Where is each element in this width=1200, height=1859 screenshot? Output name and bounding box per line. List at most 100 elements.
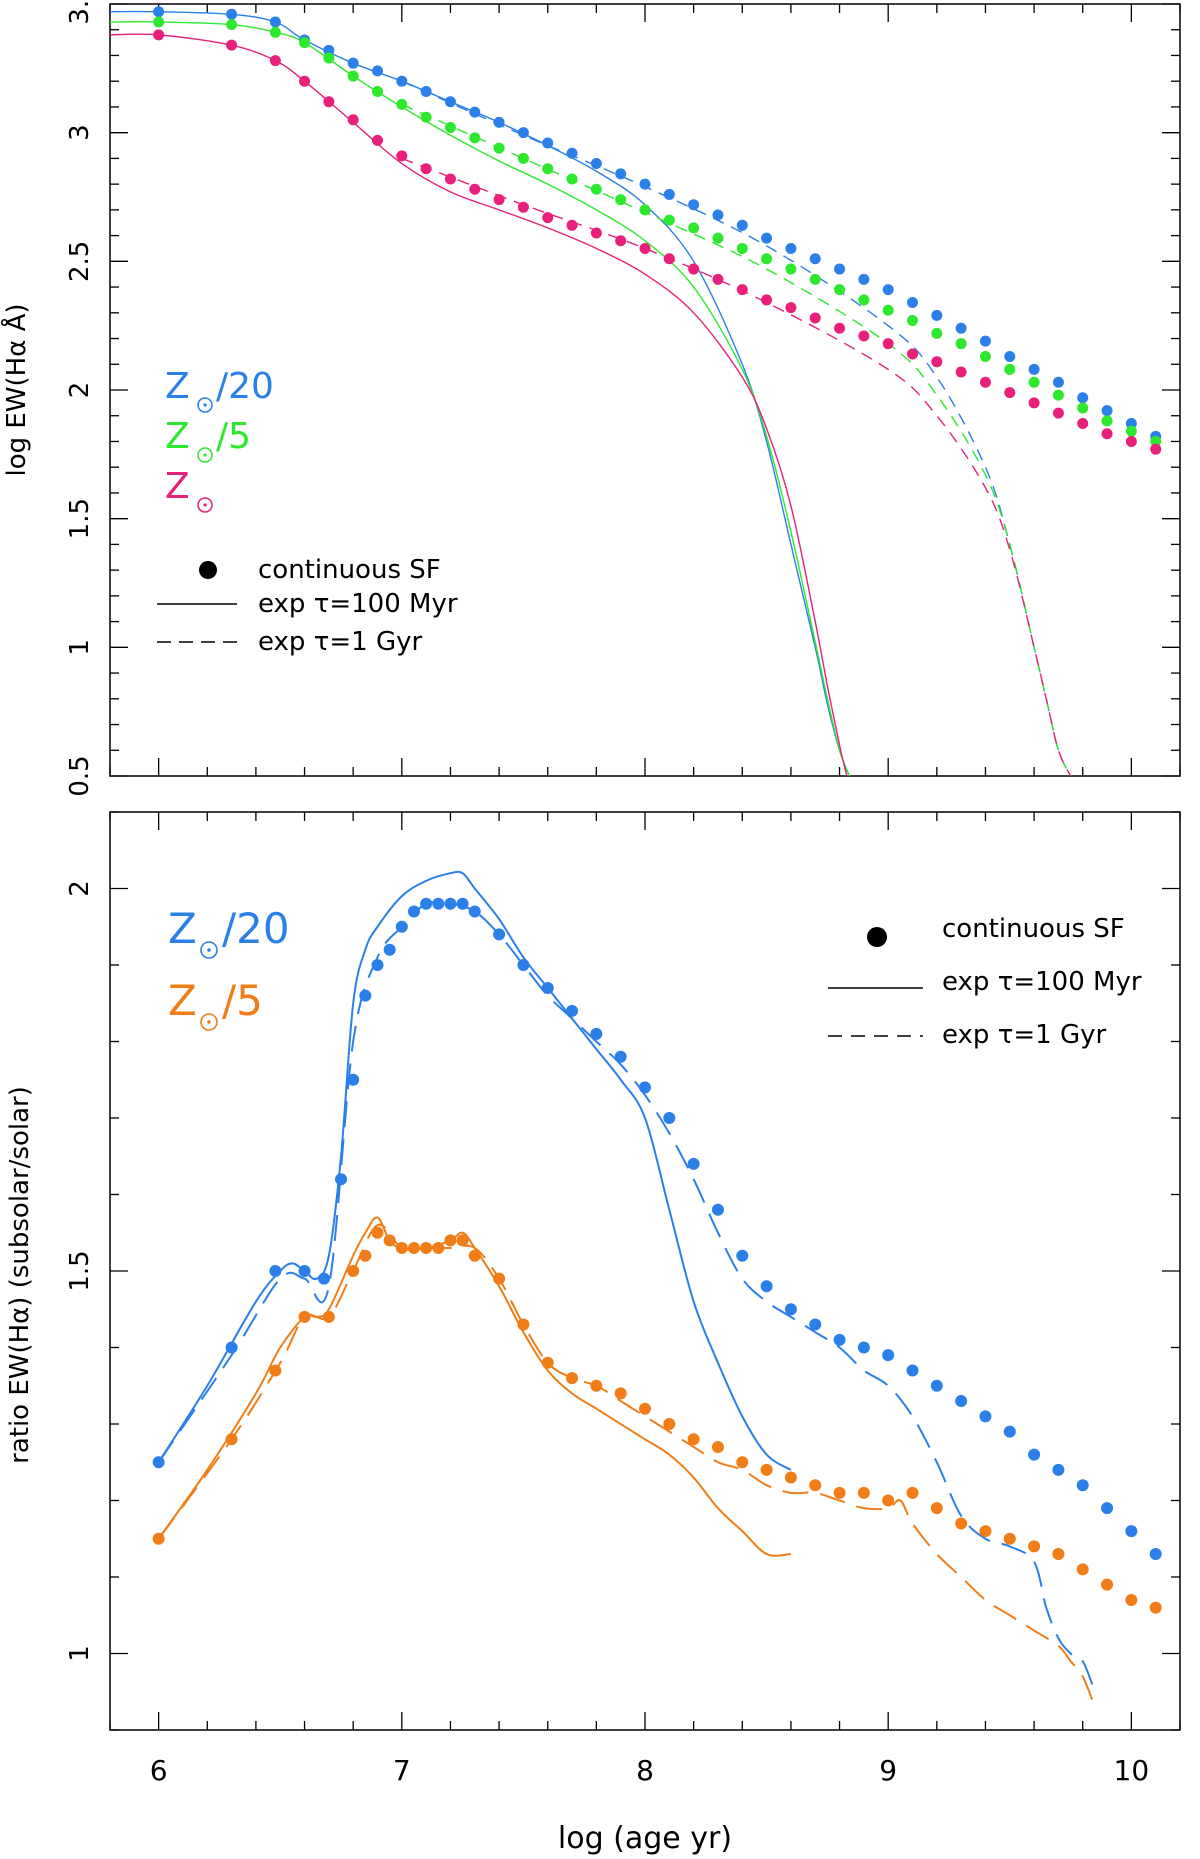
bottom-zzsun-20-continuous-sf-point xyxy=(906,1364,919,1377)
bottom-zzsun-20-continuous-sf-point xyxy=(736,1249,749,1262)
top-zzsun-continuous-sf-point xyxy=(785,302,797,314)
bottom-label-z5-suffix: /5 xyxy=(222,976,263,1025)
bottom-zzsun-5-continuous-sf-point xyxy=(1076,1563,1089,1576)
top-zzsun-5-continuous-sf-point xyxy=(153,16,165,28)
top-zzsun-continuous-sf-point xyxy=(1150,443,1162,455)
bottom-zzsun-20-continuous-sf-point xyxy=(493,928,506,941)
y-tick-label: 1 xyxy=(65,639,95,656)
top-zzsun-20-continuous-sf-point xyxy=(688,199,700,211)
top-zzsun-5-continuous-sf xyxy=(153,16,1162,447)
top-zzsun-20-continuous-sf-point xyxy=(444,96,456,108)
bottom-zzsun-20-exp-tau-1-gyr-line xyxy=(157,900,1096,1693)
top-legend-label-exp100: exp τ=100 Myr xyxy=(258,589,458,619)
top-label-zsun-base: Z xyxy=(165,466,190,507)
top-zzsun-20-continuous-sf-point xyxy=(736,219,748,231)
bottom-zzsun-5-continuous-sf-point xyxy=(930,1502,943,1515)
top-zzsun-5-continuous-sf-point xyxy=(931,327,943,339)
bottom-zzsun-5-continuous-sf-point xyxy=(395,1242,408,1255)
top-zzsun-continuous-sf-point xyxy=(882,338,894,350)
top-zzsun-continuous-sf-point xyxy=(1004,387,1016,399)
top-zzsun-20-continuous-sf-point xyxy=(834,263,846,275)
top-zzsun-5-continuous-sf-point xyxy=(834,284,846,296)
bottom-zzsun-20-continuous-sf-point xyxy=(335,1173,348,1186)
top-legend: continuous SF exp τ=100 Myr exp τ=1 Gyr xyxy=(157,555,458,657)
top-zzsun-20-continuous-sf-point xyxy=(1101,405,1113,417)
top-zzsun-continuous-sf-point xyxy=(1125,435,1137,447)
bottom-legend-label-exp100: exp τ=100 Myr xyxy=(942,967,1142,997)
top-zzsun-continuous-sf-point xyxy=(955,366,967,378)
bottom-zzsun-5-continuous-sf-point xyxy=(1052,1548,1065,1561)
top-zzsun-5-continuous-sf-point xyxy=(493,142,505,154)
top-zzsun-5-continuous-sf-point xyxy=(736,242,748,254)
bottom-zzsun-20-continuous-sf-point xyxy=(432,897,445,910)
top-zzsun-continuous-sf-point xyxy=(809,312,821,324)
bottom-zzsun-20-continuous-sf-point xyxy=(760,1280,773,1293)
top-label-z20: Z /20 xyxy=(165,366,274,413)
top-zzsun-continuous-sf-point xyxy=(1052,407,1064,419)
bottom-zzsun-20-continuous-sf-point xyxy=(371,959,384,971)
top-zzsun-20-continuous-sf-point xyxy=(1077,392,1089,404)
bottom-zzsun-5-continuous-sf-point xyxy=(1028,1540,1041,1553)
bottom-zzsun-5-continuous-sf-point xyxy=(1149,1601,1162,1614)
top-label-z5-base: Z xyxy=(165,416,190,457)
bottom-series-clip xyxy=(152,870,1162,1708)
top-zzsun-20-continuous-sf-point xyxy=(785,242,797,254)
top-zzsun-continuous-sf xyxy=(153,29,1162,455)
sun-symbol-dot xyxy=(203,503,207,507)
sun-symbol-icon xyxy=(197,397,213,413)
bottom-zzsun-5-continuous-sf xyxy=(152,1226,1162,1614)
bottom-zzsun-5-continuous-sf-point xyxy=(711,1440,724,1453)
top-zzsun-5-continuous-sf-point xyxy=(323,52,335,64)
bottom-zzsun-5-continuous-sf-point xyxy=(955,1517,968,1530)
top-zzsun-5-exp-tau-1-gyr-line xyxy=(401,103,1072,776)
top-zzsun-20-exp-tau-1-gyr-line xyxy=(401,80,1072,776)
bottom-zzsun-20-continuous-sf-point xyxy=(468,905,481,918)
bottom-zzsun-20-continuous-sf-point xyxy=(444,897,457,910)
bottom-zzsun-5-continuous-sf-point xyxy=(809,1479,822,1492)
bottom-zzsun-20-continuous-sf-point xyxy=(930,1379,943,1392)
bottom-zzsun-20-continuous-sf xyxy=(152,897,1162,1561)
top-zzsun-5-continuous-sf-point xyxy=(1125,425,1137,437)
top-zzsun-continuous-sf-point xyxy=(761,294,773,306)
bottom-zzsun-5-continuous-sf-point xyxy=(906,1486,919,1499)
top-zzsun-20-continuous-sf-point xyxy=(663,188,675,200)
top-legend-label-exp1gyr: exp τ=1 Gyr xyxy=(258,627,422,657)
bottom-series xyxy=(152,870,1162,1708)
top-zzsun-5-continuous-sf-point xyxy=(444,122,456,134)
bottom-zzsun-20-continuous-sf-point xyxy=(298,1265,311,1277)
top-zzsun-continuous-sf-point xyxy=(979,376,991,388)
bottom-zzsun-5-continuous-sf-point xyxy=(407,1242,420,1255)
bottom-zzsun-5-continuous-sf-point xyxy=(269,1364,282,1377)
bottom-zzsun-5-continuous-sf-point xyxy=(1101,1578,1114,1591)
top-zzsun-continuous-sf-point xyxy=(517,201,529,213)
top-zzsun-continuous-sf-point xyxy=(663,253,675,265)
bottom-zzsun-20-continuous-sf-point xyxy=(407,905,420,918)
top-zzsun-continuous-sf-point xyxy=(712,273,724,285)
top-zzsun-5-continuous-sf-point xyxy=(761,253,773,265)
x-tick-label: 8 xyxy=(636,1754,654,1787)
top-zzsun-20-continuous-sf-point xyxy=(1004,351,1016,363)
bottom-zzsun-5-continuous-sf-point xyxy=(566,1372,579,1385)
bottom-zzsun-20-continuous-sf-point xyxy=(1101,1502,1114,1515)
top-zzsun-continuous-sf-point xyxy=(931,356,943,368)
sun-symbol-icon xyxy=(197,447,213,463)
top-zzsun-20-continuous-sf-point xyxy=(517,127,529,139)
bottom-zzsun-20-continuous-sf-point xyxy=(955,1395,968,1408)
top-series-clip xyxy=(110,6,1162,776)
bottom-zzsun-20-continuous-sf-point xyxy=(882,1349,895,1362)
bottom-zzsun-20-continuous-sf-point xyxy=(383,943,396,956)
bottom-zzsun-20-continuous-sf-point xyxy=(833,1333,846,1346)
bottom-zzsun-5-continuous-sf-point xyxy=(298,1310,311,1323)
bottom-y-axis-label: ratio EW(Hα) (subsolar/solar) xyxy=(5,1086,35,1464)
top-zzsun-5-continuous-sf-point xyxy=(663,214,675,226)
top-zzsun-5-continuous-sf-point xyxy=(347,70,359,82)
bottom-zzsun-5-continuous-sf-point xyxy=(420,1242,433,1255)
bottom-zzsun-20-continuous-sf-point xyxy=(420,897,433,910)
top-zzsun-20-continuous-sf-point xyxy=(931,309,943,321)
top-zzsun-continuous-sf-point xyxy=(1028,397,1040,409)
bottom-zzsun-5-continuous-sf-point xyxy=(857,1486,870,1499)
top-zzsun-20-continuous-sf-point xyxy=(858,273,870,285)
top-zzsun-5-continuous-sf-point xyxy=(979,351,991,363)
top-zzsun-continuous-sf-point xyxy=(444,173,456,185)
